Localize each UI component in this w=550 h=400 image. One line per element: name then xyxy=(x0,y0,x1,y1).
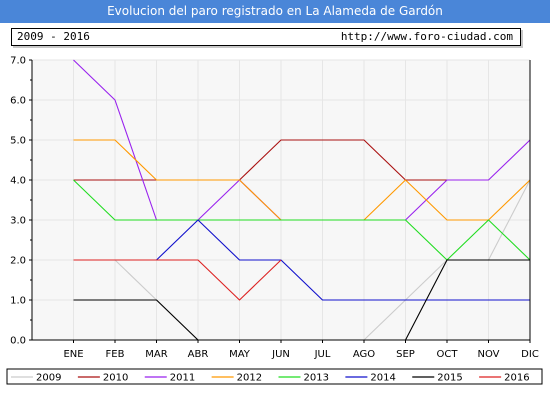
x-tick-label: DIC xyxy=(521,349,539,360)
y-tick-label: 2.0 xyxy=(10,256,26,267)
legend-label-2010: 2010 xyxy=(103,373,128,384)
series-line-2010 xyxy=(73,139,447,181)
legend-label-2015: 2015 xyxy=(437,373,462,384)
y-tick-label: 1.0 xyxy=(10,296,26,307)
x-tick-label: MAR xyxy=(145,349,167,360)
y-tick-label: 5.0 xyxy=(10,136,26,147)
y-tick-label: 6.0 xyxy=(10,96,26,107)
x-tick-label: AGO xyxy=(353,349,375,360)
series-line-2016 xyxy=(73,259,282,301)
x-tick-label: SEP xyxy=(396,349,415,360)
legend-label-2013: 2013 xyxy=(304,373,329,384)
series-line-2013 xyxy=(73,179,531,261)
source-url-label: http://www.foro-ciudad.com xyxy=(340,30,513,43)
x-tick-label: ENE xyxy=(63,349,83,360)
legend-label-2016: 2016 xyxy=(504,373,529,384)
x-tick-label: NOV xyxy=(477,349,499,360)
y-tick-label: 7.0 xyxy=(10,56,26,67)
x-tick-label: JUN xyxy=(271,349,290,360)
legend-label-2014: 2014 xyxy=(370,373,395,384)
info-box: 2009 - 2016 http://www.foro-ciudad.com xyxy=(11,28,521,46)
y-tick-label: 4.0 xyxy=(10,176,26,187)
x-tick-label: ABR xyxy=(188,349,209,360)
series-line-2015 xyxy=(73,259,530,341)
x-tick-label: OCT xyxy=(437,349,459,360)
legend-box xyxy=(6,368,543,385)
y-tick-label: 0.0 xyxy=(10,336,26,347)
y-tick-label: 3.0 xyxy=(10,216,26,227)
chart-title: Evolucion del paro registrado en La Alam… xyxy=(107,4,443,18)
legend-label-2011: 2011 xyxy=(170,373,195,384)
x-tick-label: MAY xyxy=(229,349,251,360)
legend-label-2009: 2009 xyxy=(36,373,61,384)
year-range-label: 2009 - 2016 xyxy=(17,30,90,43)
title-bar: Evolucion del paro registrado en La Alam… xyxy=(0,0,550,23)
x-tick-label: JUL xyxy=(314,349,331,360)
x-tick-label: FEB xyxy=(106,349,125,360)
legend-label-2012: 2012 xyxy=(237,373,262,384)
